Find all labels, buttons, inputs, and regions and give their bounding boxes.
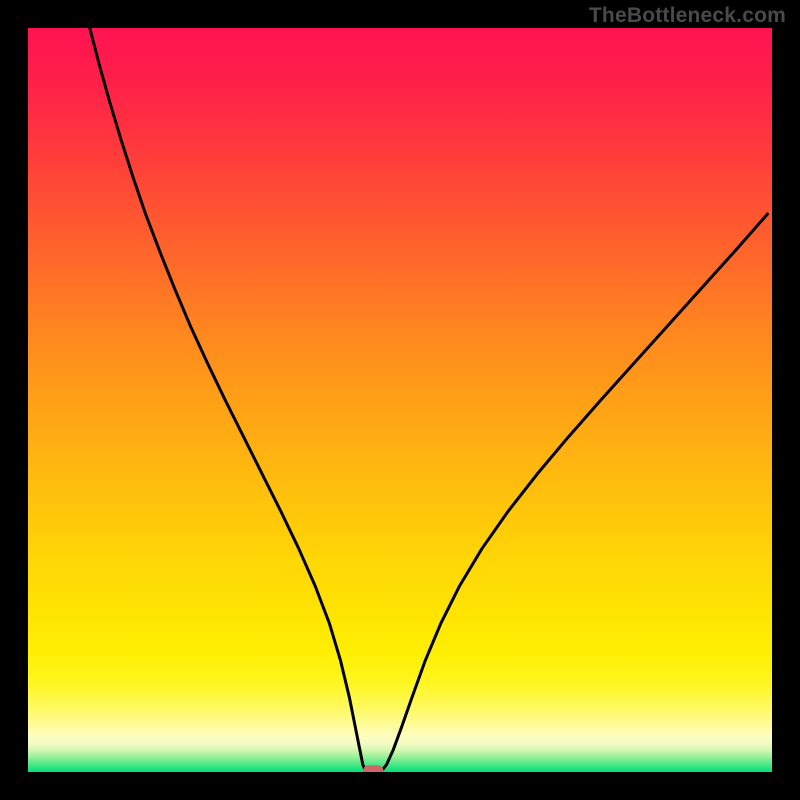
bottleneck-chart	[0, 0, 800, 800]
chart-container: { "watermark": { "text": "TheBottleneck.…	[0, 0, 800, 800]
watermark-text: TheBottleneck.com	[589, 4, 786, 28]
plot-gradient-background	[28, 28, 772, 772]
